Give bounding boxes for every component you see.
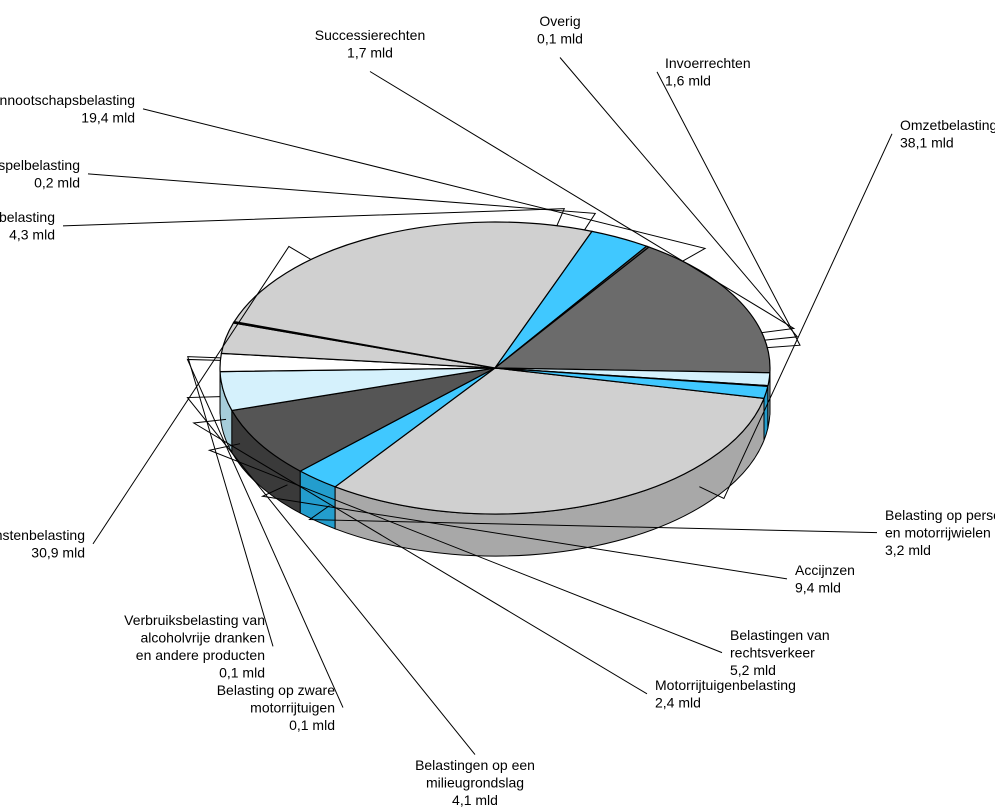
slice-label: Loon-/inkomstenbelasting 30,9 mld	[0, 527, 85, 561]
slice-label: Invoerrechten 1,6 mld	[665, 55, 751, 89]
slice-label-line: 9,4 mld	[795, 580, 841, 596]
slice-label-line: Overig	[539, 13, 580, 29]
slice-label: Omzetbelasting 38,1 mld	[900, 117, 995, 151]
slice-label: Accijnzen 9,4 mld	[795, 562, 855, 596]
slice-label-line: Loon-/inkomstenbelasting	[0, 527, 85, 543]
slice-label-line: en motorrijwielen	[885, 525, 991, 541]
slice-label-line: 38,1 mld	[900, 135, 954, 151]
slice-label: Overig 0,1 mld	[537, 13, 583, 47]
slice-label-line: en andere producten	[136, 647, 265, 663]
slice-label-line: 3,2 mld	[885, 542, 931, 558]
slice-label-line: Successierechten	[315, 27, 426, 43]
slice-label-line: 1,6 mld	[665, 73, 711, 89]
slice-label: Belasting op zware motorrijtuigen0,1 mld	[217, 682, 336, 733]
slice-label-line: Accijnzen	[795, 562, 855, 578]
slice-label-line: 4,1 mld	[452, 792, 498, 808]
slice-label-line: 5,2 mld	[730, 662, 776, 678]
slice-label-line: Belastingen van	[730, 627, 830, 643]
slice-label-line: 0,2 mld	[34, 175, 80, 191]
slice-label-line: 19,4 mld	[81, 110, 135, 126]
slice-label-line: Verbruiksbelasting van	[124, 612, 265, 628]
slice-label-line: Kansspelbelasting	[0, 157, 80, 173]
slice-label: Vennootschapsbelasting 19,4 mld	[0, 92, 135, 126]
slice-label: Verbruiksbelasting van alcoholvrije drank…	[124, 612, 265, 681]
slice-label-line: milieugrondslag	[426, 775, 524, 791]
slice-label: Belastingen op een milieugrondslag4,1 mld	[415, 757, 535, 808]
slice-label: Kansspelbelasting 0,2 mld	[0, 157, 80, 191]
slice-label-line: 0,1 mld	[219, 665, 265, 681]
slice-label-line: Belasting op zware	[217, 682, 336, 698]
slice-label-line: Vennootschapsbelasting	[0, 92, 135, 108]
slice-label-line: 4,3 mld	[9, 227, 55, 243]
slice-label-line: Omzetbelasting	[900, 117, 995, 133]
slice-label-line: 0,1 mld	[289, 717, 335, 733]
slice-label-line: Belastingen op een	[415, 757, 535, 773]
slice-label: Belastingen van rechtsverkeer5,2 mld	[730, 627, 830, 678]
slice-label-line: 1,7 mld	[347, 45, 393, 61]
slice-label: Belasting op personenauto's en motorrijwi…	[885, 507, 995, 558]
slice-label-line: Motorrijtuigenbelasting	[655, 677, 796, 693]
slice-label: Successierechten 1,7 mld	[315, 27, 426, 61]
slice-label-line: Belasting op personenauto's	[885, 507, 995, 523]
slice-label-line: alcoholvrije dranken	[140, 630, 265, 646]
slice-label-line: motorrijtuigen	[250, 700, 335, 716]
slice-label-line: 30,9 mld	[31, 545, 85, 561]
slice-label-line: Dividendbelasting	[0, 209, 55, 225]
slice-label-line: 0,1 mld	[537, 31, 583, 47]
pie-top	[220, 222, 770, 514]
slice-label: Dividendbelasting 4,3 mld	[0, 209, 55, 243]
pie-chart: Omzetbelasting 38,1 mld Belasting op perso…	[0, 0, 995, 810]
slice-label: Motorrijtuigenbelasting 2,4 mld	[655, 677, 796, 711]
slice-label-line: 2,4 mld	[655, 695, 701, 711]
slice-label-line: Invoerrechten	[665, 55, 751, 71]
slice-label-line: rechtsverkeer	[730, 645, 815, 661]
